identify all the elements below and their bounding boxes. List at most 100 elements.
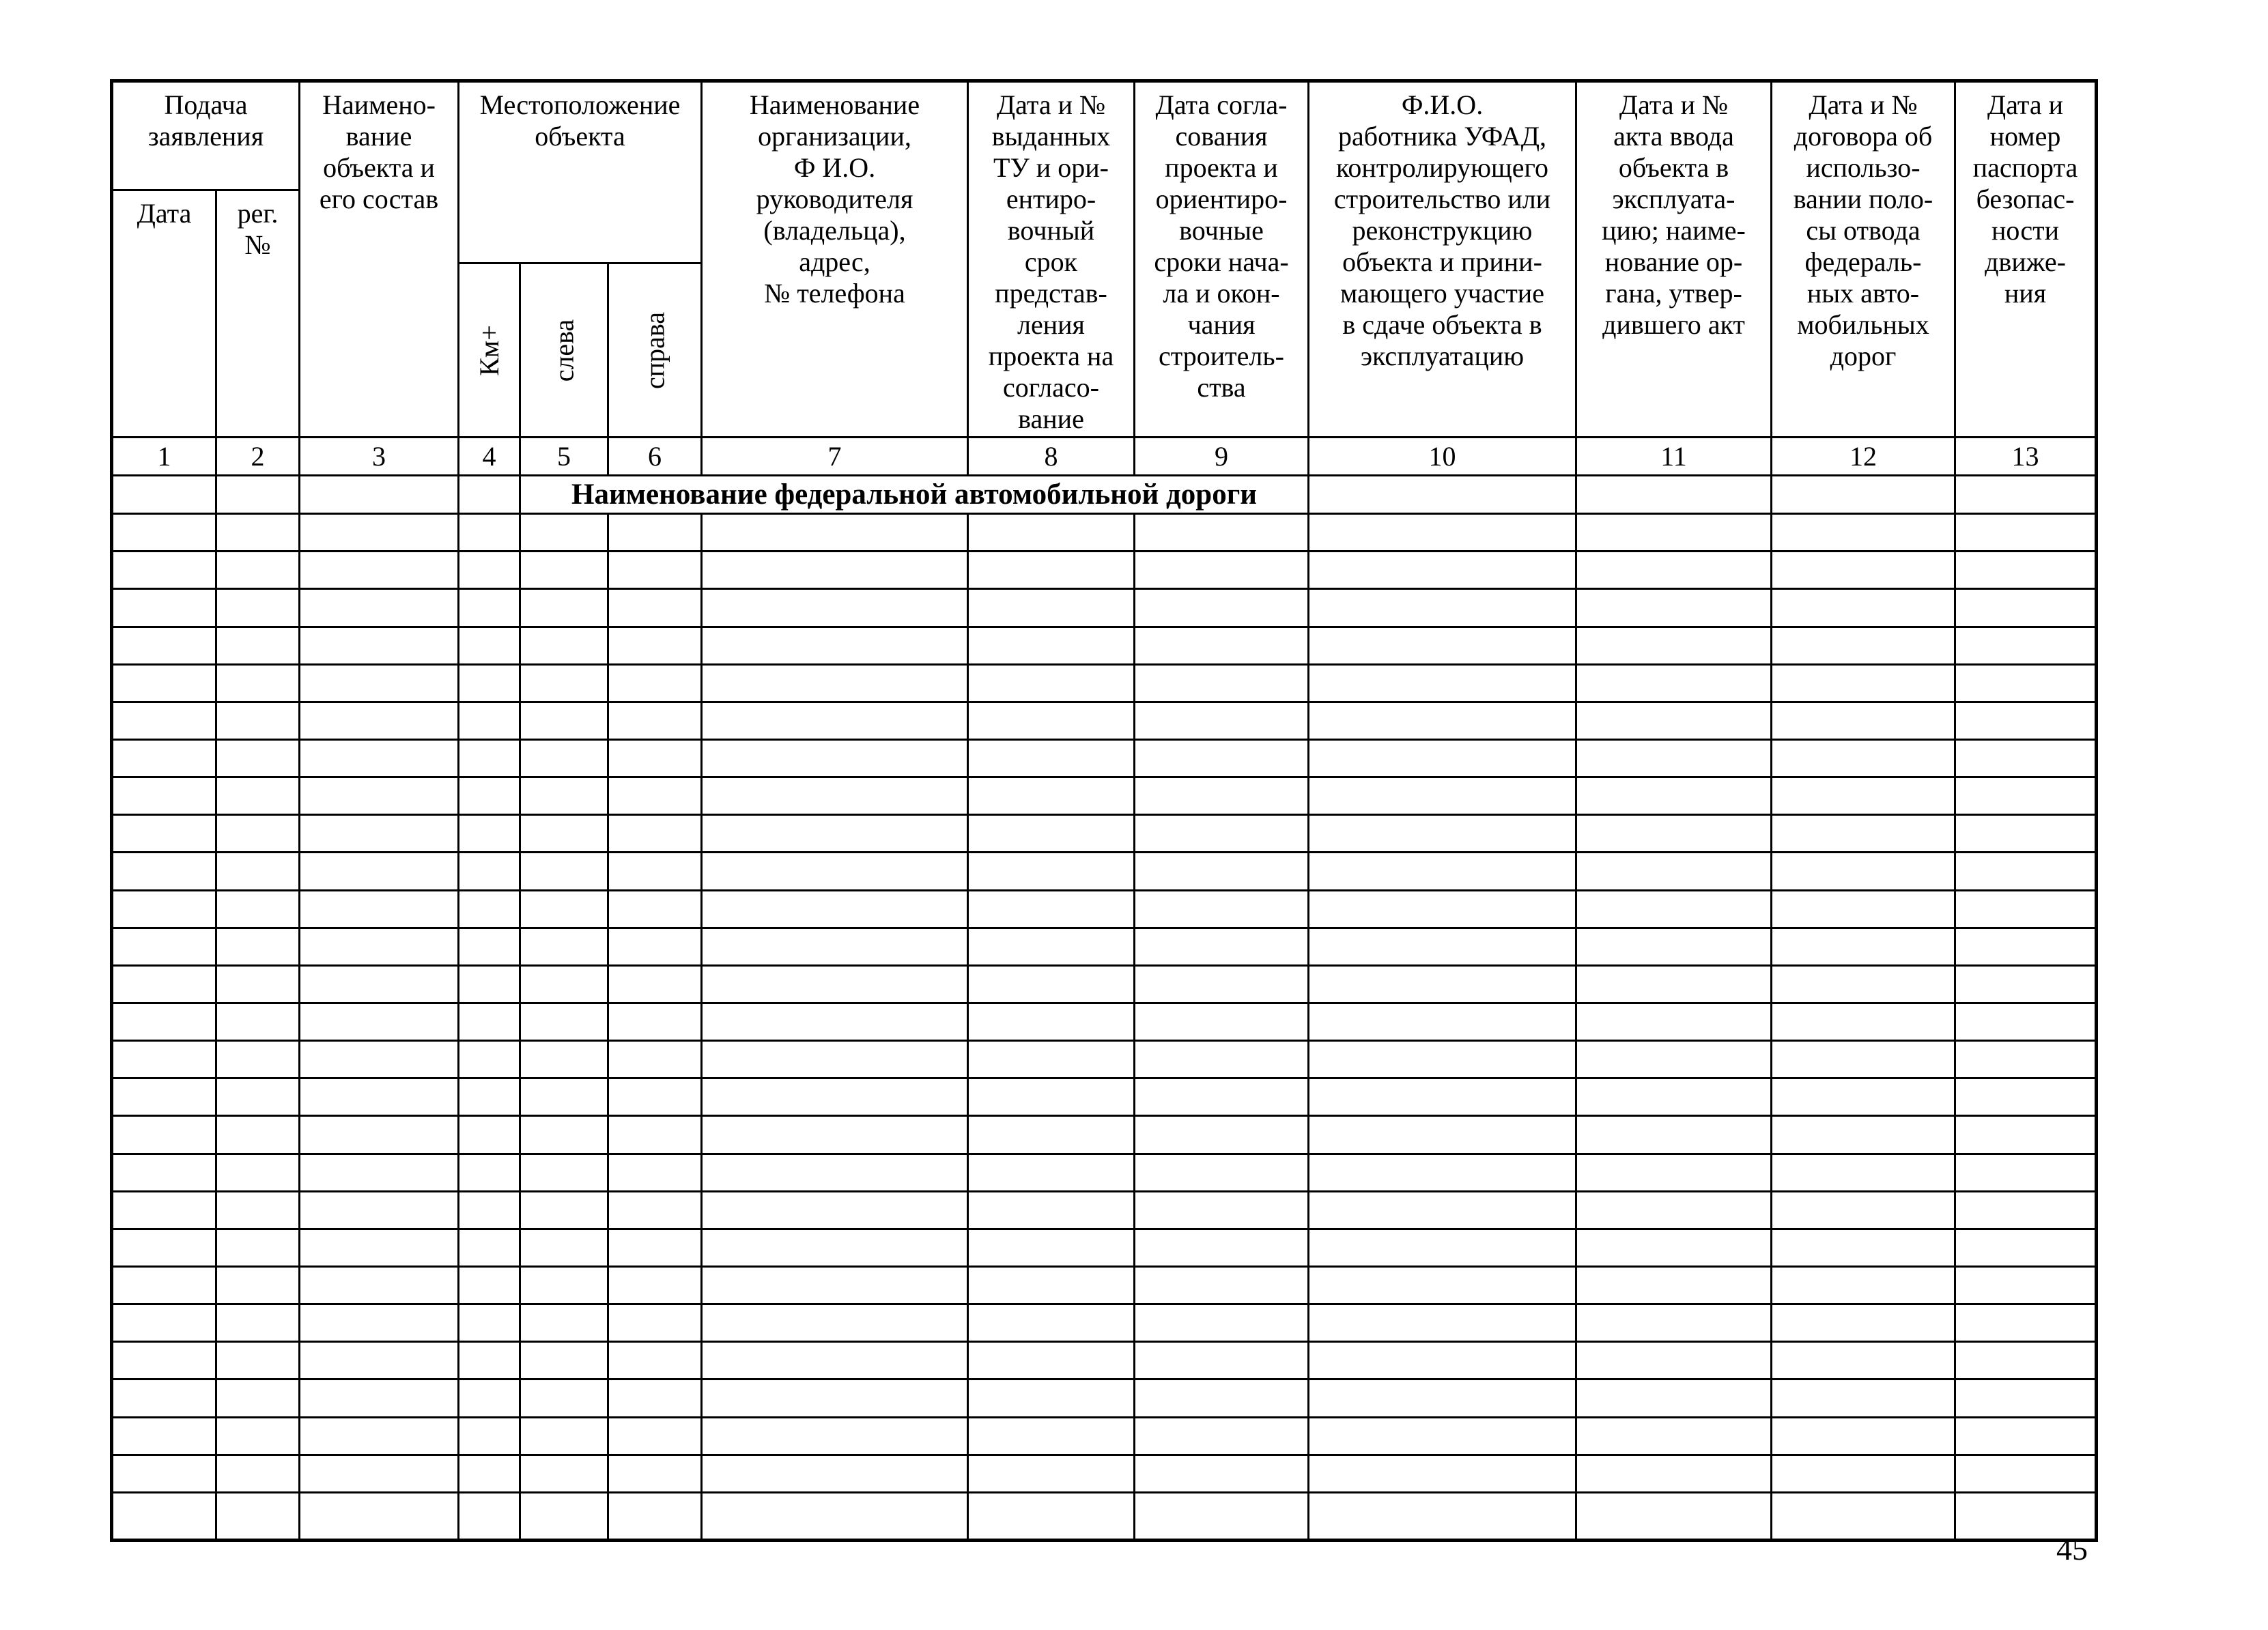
empty-cell	[1575, 1152, 1772, 1192]
road-row-empty-cell	[1307, 474, 1577, 515]
empty-cell	[1954, 926, 2097, 967]
empty-cell	[967, 1453, 1135, 1493]
empty-cell	[215, 1077, 300, 1117]
empty-cell	[607, 1001, 703, 1042]
empty-cell	[967, 1227, 1135, 1268]
empty-cell	[1307, 1001, 1577, 1042]
header-tu-issued: Дата и № выданных ТУ и ори- ентиро- вочн…	[967, 80, 1135, 438]
empty-cell	[215, 926, 300, 967]
column-number-12: 12	[1770, 436, 1956, 476]
empty-cell	[519, 1001, 609, 1042]
empty-cell	[215, 1453, 300, 1493]
empty-cell	[111, 1378, 217, 1418]
empty-cell	[111, 588, 217, 628]
column-number-1: 1	[111, 436, 217, 476]
empty-cell	[1133, 776, 1309, 816]
empty-cell	[967, 1001, 1135, 1042]
empty-cell	[1575, 738, 1772, 779]
empty-row	[111, 814, 2097, 854]
empty-cell	[519, 889, 609, 929]
empty-cell	[700, 889, 969, 929]
empty-cell	[519, 1152, 609, 1192]
empty-cell	[1954, 1416, 2097, 1456]
empty-cell	[607, 663, 703, 703]
empty-cell	[1575, 776, 1772, 816]
empty-cell	[111, 1303, 217, 1343]
empty-row	[111, 1077, 2097, 1117]
empty-cell	[215, 550, 300, 590]
empty-cell	[1133, 513, 1309, 553]
empty-row	[111, 1190, 2097, 1230]
header-km: Км+	[457, 262, 521, 438]
empty-cell	[215, 588, 300, 628]
header-submission-group: Подача заявления	[111, 80, 300, 191]
column-number-6: 6	[607, 436, 703, 476]
empty-cell	[1770, 776, 1956, 816]
registry-table: Подача заявления Наимено- вание объекта …	[110, 79, 2098, 1542]
empty-cell	[457, 964, 521, 1004]
empty-cell	[457, 738, 521, 779]
empty-cell	[111, 1416, 217, 1456]
empty-cell	[1770, 1416, 1956, 1456]
empty-cell	[1575, 700, 1772, 741]
empty-cell	[215, 738, 300, 779]
empty-cell	[1770, 550, 1956, 590]
column-number-13: 13	[1954, 436, 2097, 476]
empty-cell	[1954, 964, 2097, 1004]
empty-cell	[1307, 550, 1577, 590]
empty-cell	[519, 513, 609, 553]
empty-cell	[1575, 1416, 1772, 1456]
empty-cell	[967, 588, 1135, 628]
empty-cell	[1133, 1001, 1309, 1042]
empty-cell	[1770, 814, 1956, 854]
header-left-side: слева	[519, 262, 609, 438]
empty-cell	[1770, 1115, 1956, 1155]
empty-cell	[1575, 1341, 1772, 1381]
empty-cell	[700, 1227, 969, 1268]
empty-cell	[967, 1152, 1135, 1192]
empty-cell	[1954, 1040, 2097, 1080]
road-row-empty-cell	[1954, 474, 2097, 515]
empty-cell	[111, 1265, 217, 1306]
empty-cell	[1133, 1190, 1309, 1230]
empty-cell	[1133, 1227, 1309, 1268]
empty-cell	[700, 1453, 969, 1493]
header-object-name: Наимено- вание объекта и его состав	[298, 80, 459, 438]
empty-cell	[607, 1341, 703, 1381]
empty-cell	[967, 1378, 1135, 1418]
empty-cell	[1770, 1303, 1956, 1343]
road-row-empty-cell	[1575, 474, 1772, 515]
empty-cell	[1770, 1341, 1956, 1381]
empty-cell	[298, 814, 459, 854]
empty-cell	[457, 625, 521, 666]
empty-cell	[700, 1491, 969, 1542]
empty-row	[111, 1227, 2097, 1268]
empty-cell	[457, 1077, 521, 1117]
empty-cell	[700, 700, 969, 741]
column-numbers-row: 1 2 3 4 5 6 7 8 9 10 11 12 13	[111, 436, 2097, 476]
empty-rows-body	[111, 513, 2097, 1542]
empty-cell	[1307, 625, 1577, 666]
empty-cell	[215, 663, 300, 703]
empty-cell	[457, 1227, 521, 1268]
empty-cell	[519, 814, 609, 854]
empty-cell	[111, 776, 217, 816]
empty-cell	[700, 1040, 969, 1080]
empty-row	[111, 1303, 2097, 1343]
header-safety-passport: Дата и номер паспорта безопас- ности дви…	[1954, 80, 2097, 438]
empty-cell	[1954, 814, 2097, 854]
empty-cell	[700, 663, 969, 703]
empty-cell	[111, 1077, 217, 1117]
empty-cell	[1954, 513, 2097, 553]
empty-cell	[967, 964, 1135, 1004]
empty-cell	[1307, 1453, 1577, 1493]
empty-row	[111, 1040, 2097, 1080]
empty-cell	[111, 1152, 217, 1192]
empty-cell	[457, 926, 521, 967]
empty-cell	[607, 1303, 703, 1343]
empty-cell	[111, 1115, 217, 1155]
empty-cell	[215, 1227, 300, 1268]
empty-cell	[700, 851, 969, 891]
empty-cell	[111, 700, 217, 741]
empty-cell	[111, 663, 217, 703]
